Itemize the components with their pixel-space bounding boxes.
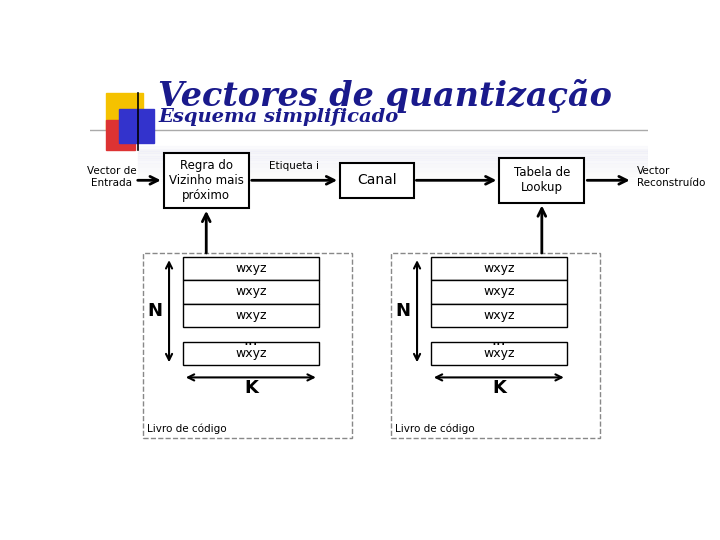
Bar	[138, 151, 648, 156]
Bar	[138, 160, 648, 165]
Bar	[106, 93, 143, 130]
Bar	[143, 253, 352, 438]
Text: wxyz: wxyz	[235, 286, 266, 299]
Text: Tabela de
Lookup: Tabela de Lookup	[513, 166, 570, 194]
Bar	[138, 170, 648, 174]
Text: ...: ...	[492, 333, 506, 348]
Text: wxyz: wxyz	[483, 347, 515, 360]
Bar	[138, 148, 648, 153]
Text: N: N	[148, 302, 163, 320]
Bar	[431, 342, 567, 365]
Bar	[138, 172, 648, 177]
Text: Etiqueta i: Etiqueta i	[269, 161, 320, 171]
Text: K: K	[492, 379, 505, 397]
Bar	[138, 165, 648, 170]
Text: Livro de código: Livro de código	[147, 423, 226, 434]
Bar	[138, 156, 648, 160]
Bar	[499, 158, 585, 202]
Text: N: N	[395, 302, 410, 320]
Bar	[431, 303, 567, 327]
Bar	[183, 303, 319, 327]
Bar	[120, 110, 153, 143]
Bar	[138, 153, 648, 158]
Bar	[138, 177, 648, 181]
Text: Canal: Canal	[357, 173, 397, 187]
Bar	[138, 158, 648, 163]
Bar	[138, 174, 648, 179]
Bar	[163, 153, 249, 208]
Text: Esquema simplificado: Esquema simplificado	[158, 108, 398, 126]
Text: wxyz: wxyz	[235, 308, 266, 321]
Bar	[138, 146, 648, 151]
Bar	[183, 342, 319, 365]
Bar	[106, 120, 135, 150]
Text: Vectores de quantização: Vectores de quantização	[158, 79, 612, 113]
Text: ...: ...	[243, 333, 258, 348]
Text: wxyz: wxyz	[235, 347, 266, 360]
Bar	[183, 257, 319, 280]
Bar	[431, 257, 567, 280]
Bar	[138, 163, 648, 167]
Text: wxyz: wxyz	[483, 308, 515, 321]
Text: Vector
Reconstruído: Vector Reconstruído	[637, 166, 706, 188]
Text: wxyz: wxyz	[483, 262, 515, 275]
Bar	[340, 163, 413, 198]
Bar	[138, 167, 648, 172]
Bar	[138, 179, 648, 184]
Text: wxyz: wxyz	[235, 262, 266, 275]
Bar	[391, 253, 600, 438]
Bar	[431, 280, 567, 303]
Text: wxyz: wxyz	[483, 286, 515, 299]
Text: Vector de
Entrada: Vector de Entrada	[87, 166, 137, 188]
Bar	[183, 280, 319, 303]
Text: K: K	[244, 379, 258, 397]
Text: Livro de código: Livro de código	[395, 423, 474, 434]
Text: Regra do
Vizinho mais
próximo: Regra do Vizinho mais próximo	[168, 159, 243, 202]
